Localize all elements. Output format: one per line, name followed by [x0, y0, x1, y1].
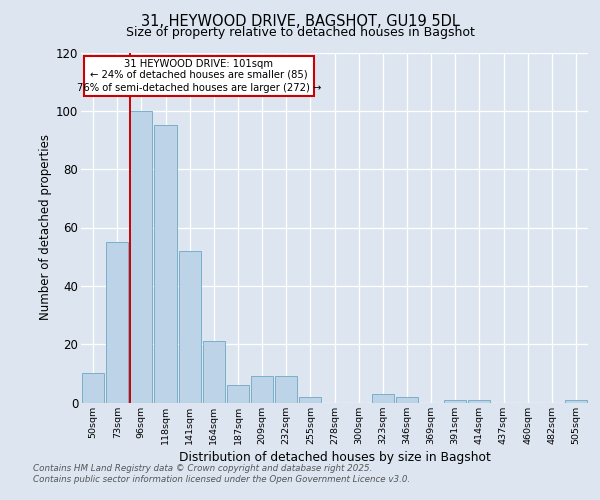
- Bar: [275, 376, 298, 402]
- Bar: [82, 374, 104, 402]
- Text: Size of property relative to detached houses in Bagshot: Size of property relative to detached ho…: [125, 26, 475, 39]
- Bar: [154, 126, 176, 402]
- Text: 31, HEYWOOD DRIVE, BAGSHOT, GU19 5DL: 31, HEYWOOD DRIVE, BAGSHOT, GU19 5DL: [140, 14, 460, 29]
- Text: Contains public sector information licensed under the Open Government Licence v3: Contains public sector information licen…: [33, 475, 410, 484]
- Bar: [106, 242, 128, 402]
- Bar: [565, 400, 587, 402]
- Bar: [227, 385, 249, 402]
- Bar: [179, 251, 201, 402]
- Bar: [468, 400, 490, 402]
- Bar: [203, 341, 225, 402]
- Bar: [130, 111, 152, 403]
- Bar: [396, 396, 418, 402]
- FancyBboxPatch shape: [83, 56, 314, 96]
- Bar: [251, 376, 273, 402]
- Y-axis label: Number of detached properties: Number of detached properties: [38, 134, 52, 320]
- Bar: [444, 400, 466, 402]
- X-axis label: Distribution of detached houses by size in Bagshot: Distribution of detached houses by size …: [179, 450, 490, 464]
- Text: ← 24% of detached houses are smaller (85): ← 24% of detached houses are smaller (85…: [90, 70, 308, 80]
- Text: 31 HEYWOOD DRIVE: 101sqm: 31 HEYWOOD DRIVE: 101sqm: [124, 59, 274, 69]
- Bar: [371, 394, 394, 402]
- Text: Contains HM Land Registry data © Crown copyright and database right 2025.: Contains HM Land Registry data © Crown c…: [33, 464, 373, 473]
- Bar: [299, 396, 322, 402]
- Text: 76% of semi-detached houses are larger (272) →: 76% of semi-detached houses are larger (…: [77, 84, 321, 94]
